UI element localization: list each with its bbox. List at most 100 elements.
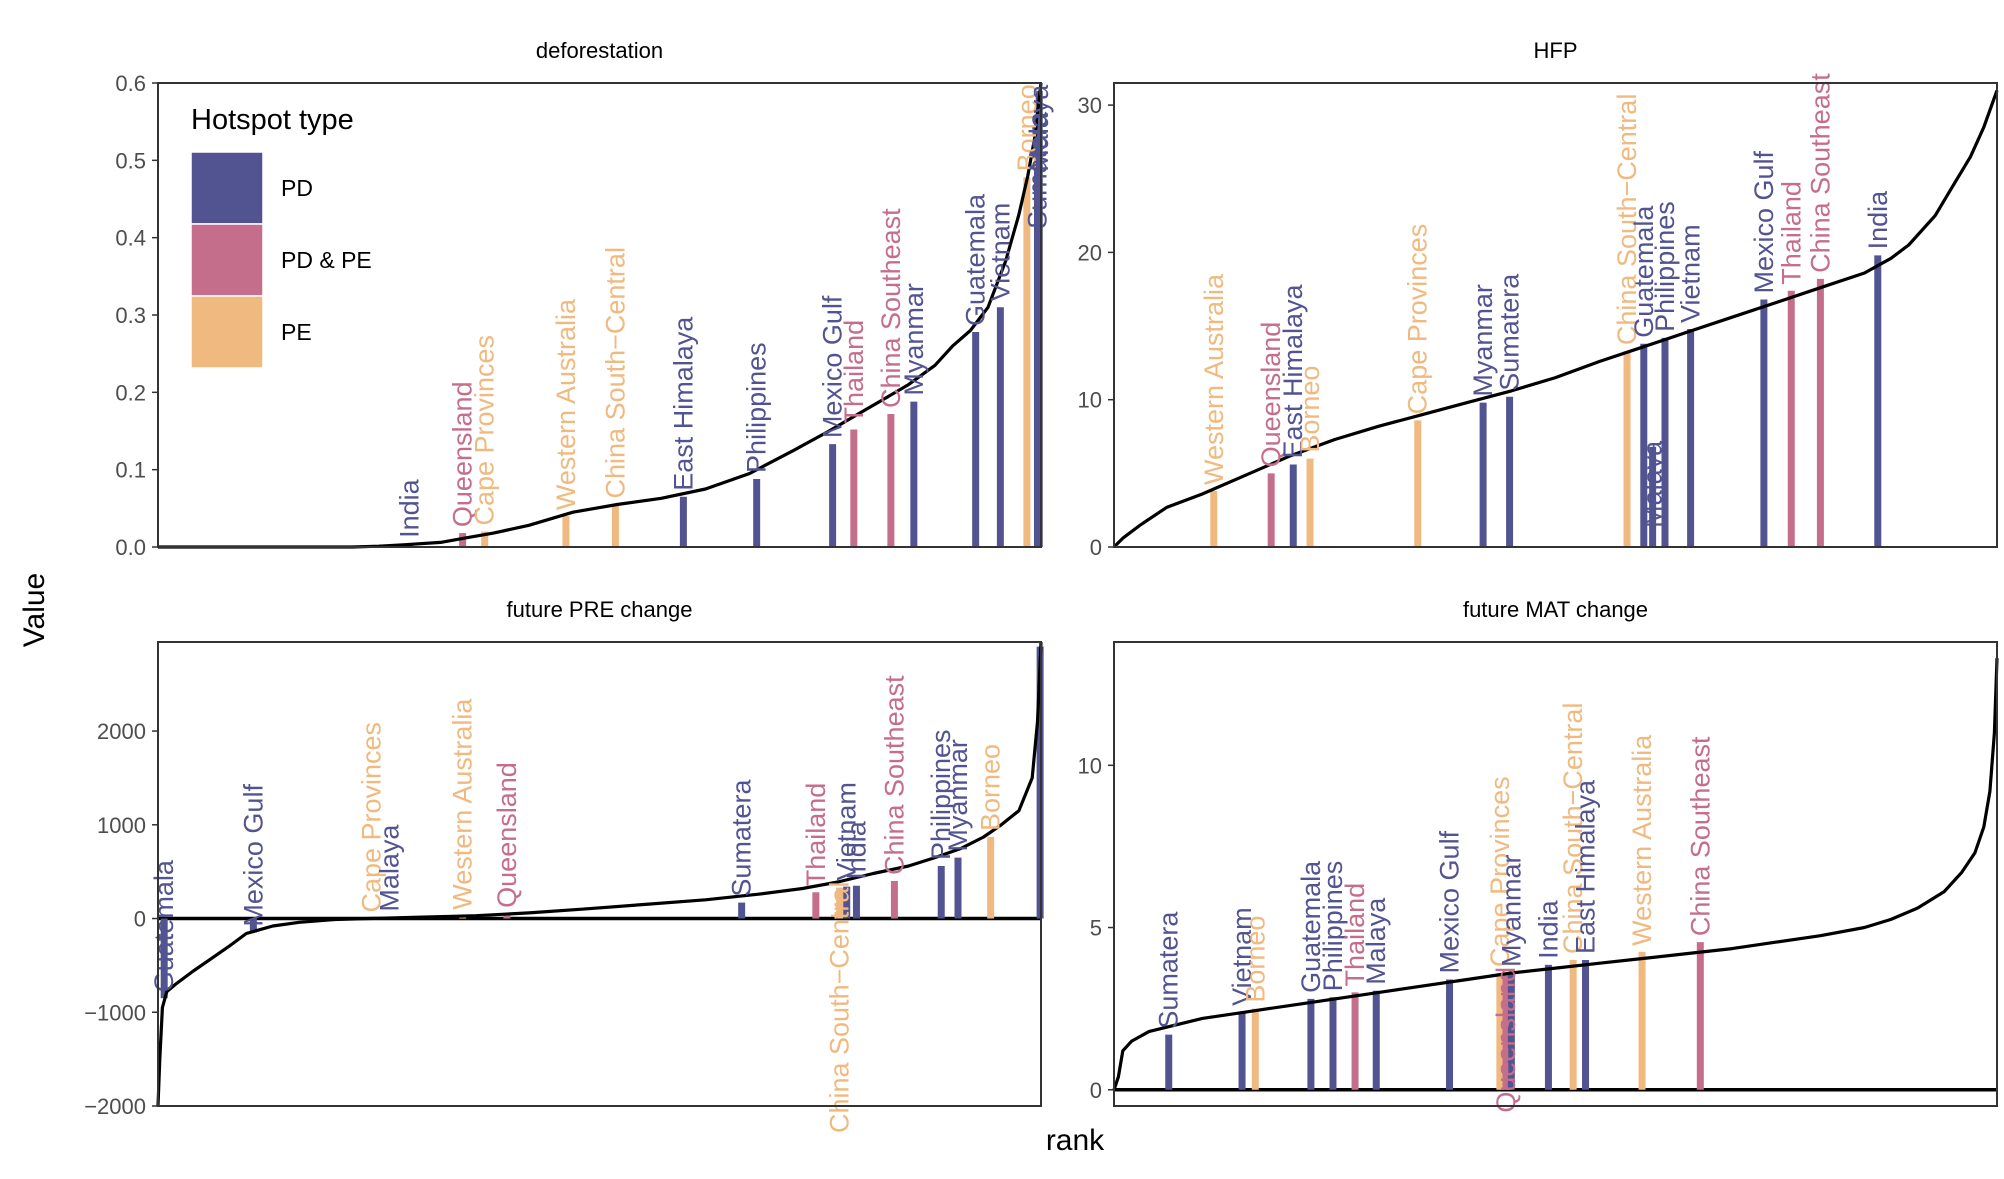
- hotspot-label: Thailand: [1340, 883, 1370, 987]
- hotspot-labels: Guatemala Mexico Gulf Cape ProvincesMalaya…: [149, 675, 1005, 1133]
- hotspot-label: Guatemala: [1629, 205, 1659, 338]
- y-tick-label: 10: [1078, 753, 1102, 778]
- panel-border: [1113, 641, 1998, 1107]
- hotspot-label: China Southeast: [876, 208, 906, 408]
- hotspot-label: Western Australia: [1199, 273, 1229, 485]
- y-tick-label: 0.3: [115, 303, 146, 328]
- panel-border: [157, 641, 1042, 1107]
- panel-title: deforestation: [536, 38, 663, 63]
- hotspot-label: Myanmar: [943, 739, 973, 852]
- hotspot-label: China Southeast: [1685, 736, 1715, 936]
- hotspot-label: Guatemala: [961, 193, 991, 326]
- hotspot-label: Philippines: [926, 729, 956, 860]
- ranked-value-curve: [1112, 89, 1999, 549]
- legend-label: PD & PE: [281, 247, 372, 273]
- hotspot-label: China South−Central: [600, 247, 630, 498]
- y-tick-label: 10: [1078, 388, 1102, 413]
- hotspot-label: Malaya: [374, 824, 404, 912]
- hotspot-label: Sumatera: [1154, 911, 1184, 1029]
- hotspot-label: Vietnam: [1676, 224, 1706, 323]
- hotspot-label: Sumatera: [1022, 111, 1052, 229]
- hotspot-label: Sumatera: [727, 779, 757, 897]
- ranked-value-curve: [156, 641, 1043, 1107]
- panel-border: [1113, 82, 1998, 548]
- hotspot-label: China South−Central: [1558, 703, 1588, 954]
- hotspot-label: Queensland: [492, 762, 522, 908]
- hotspot-label: Cape Provinces: [1485, 776, 1515, 967]
- hotspot-label: Western Australia: [1627, 734, 1657, 946]
- y-tick-label: 1000: [97, 813, 146, 838]
- hotspot-label: East Himalaya: [1571, 779, 1601, 954]
- ranked-value-curve: [158, 82, 1043, 549]
- hotspot-label: Queensland: [1256, 322, 1286, 468]
- hotspot-label: East Himalaya: [668, 316, 698, 491]
- hotspot-label: Malaya: [1638, 440, 1668, 528]
- hotspot-label: Vietnam: [1227, 907, 1257, 1006]
- y-tick-label: 5: [1090, 916, 1102, 941]
- hotspot-label: Western Australia: [551, 298, 581, 510]
- legend-swatch: [190, 295, 264, 369]
- y-tick-label: 2000: [97, 719, 146, 744]
- hotspot-label: Mexico Gulf: [1749, 150, 1779, 293]
- x-axis-title: rank: [1046, 1124, 1105, 1157]
- ranked-value-curve: [1112, 658, 1999, 1091]
- y-tick-label: 0: [1090, 1078, 1102, 1103]
- panel-border: [157, 82, 1042, 548]
- hotspot-label: Thailand: [801, 783, 831, 887]
- hotspot-label: India: [1533, 899, 1563, 959]
- hotspot-bars: [1165, 942, 1704, 1090]
- hotspot-label: Cape Provinces: [470, 335, 500, 526]
- hotspot-label: Borneo: [1295, 366, 1325, 453]
- legend-label: PE: [281, 319, 312, 345]
- hotspot-label: Philippines: [742, 342, 772, 473]
- hotspot-label: Vietnam: [832, 782, 862, 881]
- hotspot-label: China Southeast: [879, 675, 909, 875]
- y-tick-label: 0.1: [115, 458, 146, 483]
- y-tick-label: 0.6: [115, 71, 146, 96]
- y-tick-label: −1000: [84, 1000, 146, 1025]
- hotspot-label: Cape Provinces: [357, 722, 387, 913]
- panel-title: HFP: [1534, 38, 1578, 63]
- hotspot-label: Thailand: [839, 320, 869, 424]
- panel-title: future PRE change: [507, 597, 693, 622]
- hotspot-bars: [1210, 255, 1882, 547]
- legend-title: Hotspot type: [191, 104, 354, 136]
- y-tick-label: 30: [1078, 93, 1102, 118]
- hotspot-label: Thailand: [1776, 181, 1806, 285]
- y-tick-label: 0.0: [115, 535, 146, 560]
- hotspot-bars: [406, 90, 1043, 547]
- hotspot-label: Queensland: [448, 381, 478, 527]
- panel-hfp: HFP 0 10 20 30 Western Australia QueenslandEas…: [1078, 38, 1999, 560]
- hotspot-label: China South−Central: [1612, 94, 1642, 345]
- legend: Hotspot type PD PD & PE PE: [180, 88, 410, 380]
- hotspot-label: Philippines: [1650, 201, 1680, 332]
- panel-deforestation: deforestation 0.0 0.1 0.2 0.3 0.4 0.5 0.6 India Q…: [115, 38, 1054, 560]
- hotspot-label: Guatemala: [1296, 860, 1326, 993]
- hotspot-label: Philippines: [1318, 861, 1348, 992]
- hotspot-label: Borneo: [976, 744, 1006, 831]
- hotspot-label: East Himalaya: [1278, 283, 1308, 458]
- hotspot-label: Myanmar: [899, 283, 929, 396]
- hotspot-label: India: [1863, 190, 1893, 250]
- hotspot-label: Guatemala: [149, 859, 179, 992]
- panel-title: future MAT change: [1463, 597, 1648, 622]
- hotspot-label: India: [395, 478, 425, 538]
- panel-future-mat-change: future MAT change 0 5 10 Sumatera VietnamBorn…: [1078, 597, 1999, 1113]
- hotspot-label: Mexico Gulf: [238, 784, 268, 927]
- legend-swatch: [190, 223, 264, 297]
- y-axis-title: Value: [18, 573, 51, 648]
- hotspot-label: China South−Central: [825, 882, 855, 1133]
- legend-entries: PD PD & PE PE: [190, 151, 372, 369]
- hotspot-label: Borneo: [1012, 84, 1042, 171]
- hotspot-label: Cape Provinces: [1403, 224, 1433, 415]
- hotspot-label: Myanmar: [1496, 854, 1526, 967]
- legend-swatch: [190, 151, 264, 225]
- hotspot-label: Mexico Gulf: [1435, 830, 1465, 973]
- hotspot-label: Western Australia: [448, 698, 478, 910]
- hotspot-label: Sumatera: [1495, 273, 1525, 391]
- y-tick-label: −2000: [84, 1094, 146, 1119]
